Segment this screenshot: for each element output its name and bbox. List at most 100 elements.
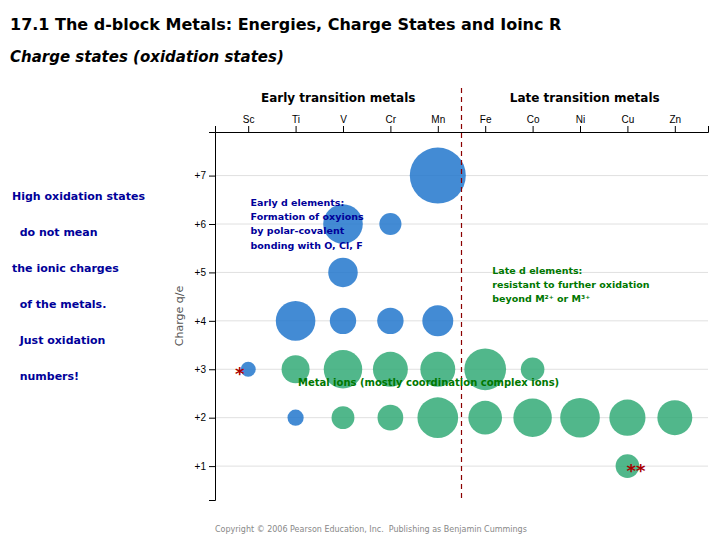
y-tick: +5: [195, 267, 215, 278]
subtitle: Charge states (oxidation states): [10, 48, 284, 66]
bubble: [560, 398, 600, 438]
annotation: **: [627, 460, 646, 481]
x-tick: Co: [527, 114, 540, 132]
bubble: [330, 308, 356, 334]
x-tick: Sc: [243, 114, 255, 132]
x-tick-mark: [627, 126, 628, 132]
y-tick: +2: [195, 412, 215, 423]
side-note-line: do not mean: [12, 226, 98, 239]
bubble: [377, 308, 403, 334]
annotation-line: bonding with O, Cl, F: [251, 240, 363, 251]
y-tick-mark: [209, 466, 215, 467]
y-tick: +3: [195, 364, 215, 375]
annotation-line: Late d elements:: [492, 265, 582, 276]
annotation: Late d elements: resistant to further oxi…: [492, 265, 649, 305]
x-tick-label: Cr: [386, 114, 397, 125]
bubble: [378, 405, 404, 431]
x-tick: Cu: [622, 114, 635, 132]
annotation: Metal ions (mostly coordination complex …: [298, 377, 559, 388]
subtitle-part: (oxidation states): [128, 48, 284, 66]
subtitle-part: Charge states: [10, 48, 128, 66]
bubble: [276, 301, 316, 341]
x-tick: Cr: [386, 114, 397, 132]
annotation: Early d elements: Formation of oxyions by …: [251, 197, 364, 251]
annotation-line: by polar-covalent: [251, 225, 345, 236]
caption: Copyright © 2006 Pearson Education, Inc.…: [215, 525, 527, 534]
x-tick-label: V: [340, 114, 347, 125]
x-tick-mark: [533, 126, 534, 132]
x-tick: Mn: [431, 114, 445, 132]
x-tick-mark: [343, 126, 344, 132]
bubble: [422, 305, 453, 336]
bubbles: [241, 148, 693, 478]
bubble: [379, 213, 401, 235]
x-tick-label: Co: [527, 114, 540, 125]
y-axis-title: Charge q/e: [173, 286, 186, 347]
divider: [461, 88, 462, 500]
plot: +1 +2 +3 +4 +5 +6 +7 Sc Ti V Cr Mn Fe Co Ni Cu Zn Charge …: [173, 88, 709, 501]
annotation-line: resistant to further oxidation: [492, 279, 649, 290]
bubble: [609, 400, 645, 436]
y-axis: +1 +2 +3 +4 +5 +6 +7: [195, 133, 216, 501]
y-tick: +7: [195, 170, 215, 181]
y-tick: +4: [195, 316, 215, 327]
side-note-line: High oxidation states: [12, 190, 145, 203]
title: 17.1 The d-block Metals: Energies, Charg…: [10, 15, 561, 34]
x-tick: Zn: [669, 114, 681, 132]
y-tick-label: +4: [195, 316, 207, 327]
y-tick-mark: [209, 418, 215, 419]
x-tick-label: Cu: [622, 114, 635, 125]
bubble: [328, 258, 358, 288]
y-tick-mark: [209, 272, 215, 273]
x-tick-label: Zn: [669, 114, 681, 125]
bubble: [323, 204, 363, 244]
annotation-line: beyond M²⁺ or M³⁺: [492, 293, 590, 304]
chart: 17.1 The d-block Metals: Energies, Charg…: [0, 0, 720, 540]
x-tick-label: Ti: [292, 114, 300, 125]
x-tick-mark: [248, 126, 249, 132]
bubble: [417, 397, 458, 438]
x-tick-label: Ni: [576, 114, 585, 125]
x-tick: Ti: [292, 114, 300, 132]
y-tick-mark: [209, 224, 215, 225]
y-axis-line: [209, 133, 216, 501]
x-tick: Fe: [480, 114, 492, 132]
x-tick-mark: [485, 126, 486, 132]
bubble: [332, 406, 355, 429]
header: Early transition metals: [261, 91, 415, 105]
y-tick-label: +7: [195, 170, 207, 181]
y-tick: +6: [195, 219, 215, 230]
y-tick-mark: [209, 321, 215, 322]
x-tick-mark: [296, 126, 297, 132]
x-tick-mark: [390, 126, 391, 132]
side-note-line: Just oxidation: [12, 334, 105, 347]
bubble: [410, 148, 466, 204]
annotation-line: Formation of oxyions: [251, 211, 364, 222]
y-tick-mark: [209, 369, 215, 370]
x-tick-label: Sc: [243, 114, 255, 125]
x-tick-mark: [580, 126, 581, 132]
bubble: [657, 400, 692, 435]
y-tick-label: +3: [195, 364, 207, 375]
x-tick-mark: [675, 126, 676, 132]
y-tick-label: +5: [195, 267, 207, 278]
bubble: [468, 401, 502, 435]
y-tick-label: +6: [195, 219, 207, 230]
annotation-line: Early d elements:: [251, 197, 345, 208]
y-tick-label: +2: [195, 412, 207, 423]
x-tick: V: [340, 114, 347, 132]
x-tick-label: Fe: [480, 114, 492, 125]
y-tick-mark: [209, 176, 215, 177]
x-tick-mark: [438, 126, 439, 132]
y-tick: +1: [195, 461, 215, 472]
x-tick-label: Mn: [431, 114, 445, 125]
x-tick: Ni: [576, 114, 585, 132]
side-note-line: numbers!: [12, 370, 79, 383]
side-note: High oxidation states do not mean the ion…: [12, 190, 145, 383]
header: Late transition metals: [510, 91, 660, 105]
annotation: *: [235, 363, 245, 384]
side-note-line: of the metals.: [12, 298, 106, 311]
side-note-line: the ionic charges: [12, 262, 119, 275]
bubble: [288, 410, 304, 426]
bubble: [513, 398, 551, 436]
